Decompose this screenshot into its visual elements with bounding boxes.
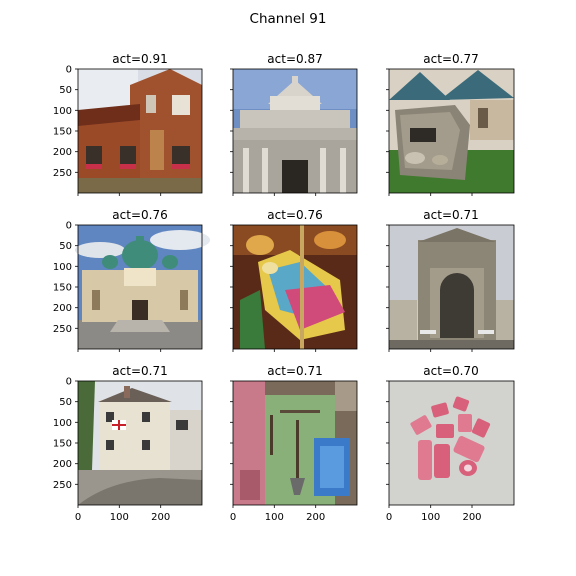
y-tick-label: 150 [53,439,72,450]
panel-2-image [233,69,357,193]
panel-8-title: act=0.71 [267,364,322,378]
y-tick-label: 50 [59,241,72,252]
panel-1-title: act=0.91 [112,52,167,66]
x-tick-label: 200 [462,512,481,523]
y-tick-label: 200 [53,303,72,314]
panel-8-image [233,381,357,505]
panel-5: act=0.76 [230,208,358,352]
panel-2-title: act=0.87 [267,52,322,66]
panel-3: act=0.77 [386,52,515,196]
panel-8: act=0.71 0 100 200 [230,364,358,523]
panel-9-title: act=0.70 [423,364,478,378]
y-tick-label: 0 [66,65,72,76]
x-tick-label: 0 [75,512,81,523]
panel-4-title: act=0.76 [112,208,167,222]
x-tick-label: 100 [421,512,440,523]
figure-title: Channel 91 [250,11,327,27]
x-tick-label: 100 [110,512,129,523]
x-tick-label: 100 [265,512,284,523]
y-tick-label: 0 [66,377,72,388]
y-tick-label: 100 [53,262,72,273]
panel-1-x-ticks [77,193,162,196]
panel-1: act=0.91 0 50 1 [53,52,203,196]
y-tick-label: 200 [53,147,72,158]
panel-4-image [75,225,210,349]
panel-9-image [389,381,514,505]
panel-7-title: act=0.71 [112,364,167,378]
x-tick-label: 0 [230,512,236,523]
x-tick-label: 0 [386,512,392,523]
panel-7-y-ticks: 0 50 100 150 200 250 [53,377,78,491]
panel-9: act=0.70 0 100 [386,364,515,523]
y-tick-label: 250 [53,168,72,179]
panel-6-image [389,225,514,349]
panel-9-ticks: 0 100 200 [386,380,482,523]
panel-7-x-ticks: 0 100 200 [75,505,170,523]
panel-3-title: act=0.77 [423,52,478,66]
y-tick-label: 100 [53,418,72,429]
y-tick-label: 150 [53,283,72,294]
panel-4: act=0.76 0 50 100 [53,208,210,352]
panel-4-y-ticks: 0 50 100 150 200 250 [53,221,78,335]
panel-7: act=0.71 0 50 [53,364,203,523]
panel-6-title: act=0.71 [423,208,478,222]
panel-5-image [233,225,357,349]
panel-5-ticks [230,224,317,352]
panel-3-image [389,69,514,193]
panel-2-ticks [230,68,317,196]
y-tick-label: 50 [59,397,72,408]
y-tick-label: 250 [53,324,72,335]
panel-6-ticks [386,224,473,352]
panel-5-title: act=0.76 [267,208,322,222]
y-tick-label: 100 [53,106,72,117]
panel-8-ticks: 0 100 200 [230,380,325,523]
y-tick-label: 150 [53,127,72,138]
y-tick-label: 200 [53,459,72,470]
panel-6: act=0.71 [386,208,515,352]
panel-1-y-ticks: 0 50 100 150 200 250 [53,65,78,179]
panel-4-x-ticks [77,349,162,352]
y-tick-label: 0 [66,221,72,232]
y-tick-label: 50 [59,85,72,96]
panel-1-image [78,69,202,193]
x-tick-label: 200 [151,512,170,523]
panel-7-image [78,381,202,505]
panel-3-ticks [386,68,473,196]
panel-2: act=0.87 [230,52,358,196]
y-tick-label: 250 [53,480,72,491]
x-tick-label: 200 [306,512,325,523]
